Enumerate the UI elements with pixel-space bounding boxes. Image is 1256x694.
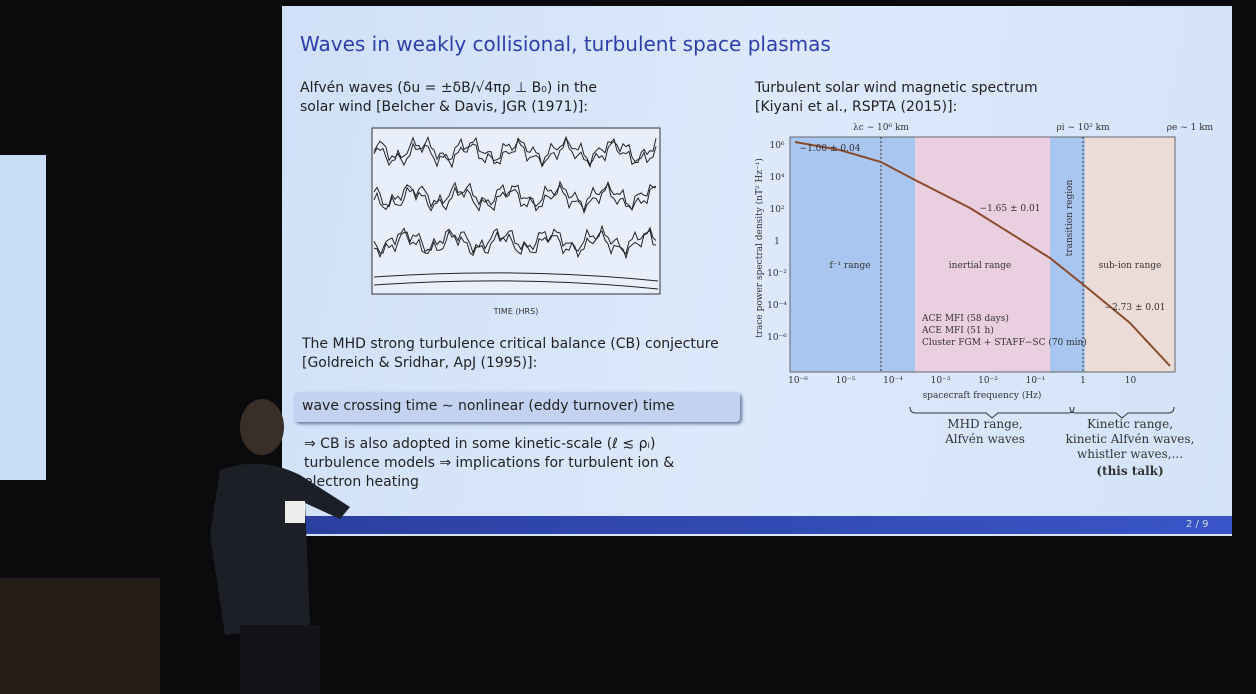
trace — [373, 135, 657, 168]
range-label: Kinetic range, — [1087, 417, 1173, 431]
figure-frame — [371, 127, 661, 295]
range-label: (this talk) — [1096, 464, 1163, 478]
slope-label: −1.00 ± 0.04 — [800, 144, 861, 154]
trace — [373, 180, 657, 215]
caption: [Kiyani et al., RSPTA (2015)]: — [755, 99, 958, 115]
cb-box: wave crossing time ∼ nonlinear (eddy tur… — [294, 392, 740, 422]
cb-text: [Goldreich & Sridhar, ApJ (1995)]: — [302, 355, 538, 371]
range-label: MHD range, — [947, 417, 1022, 431]
x-axis-label: spacecraft frequency (Hz) — [923, 390, 1042, 401]
head — [240, 399, 284, 455]
region — [1085, 137, 1175, 372]
y-axis-label: trace power spectral density (nT² Hz⁻¹) — [754, 158, 765, 338]
badge — [285, 501, 305, 523]
spectrum-figure: λc ∼ 10⁶ km ρi ∼ 10² km ρe ∼ 1 km 10⁶ 10⁴ 10²… — [754, 123, 1214, 478]
region — [915, 137, 1050, 372]
region-label: transition region — [1065, 179, 1075, 256]
range-label: Alfvén waves — [944, 432, 1025, 446]
slope-label: −1.65 ± 0.01 — [980, 204, 1041, 214]
x-tick-label: 10 — [1125, 376, 1137, 386]
y-tick-label: 10⁻⁴ — [767, 301, 787, 311]
range-label: whistler waves,... — [1077, 447, 1183, 461]
legs — [240, 625, 320, 694]
figure-xlabel: TIME (HRS) — [493, 307, 539, 316]
region-label: f⁻¹ range — [829, 261, 870, 271]
slope-label: −2.73 ± 0.01 — [1105, 303, 1166, 313]
trace — [373, 135, 657, 169]
x-tick-label: 10⁻² — [978, 376, 998, 386]
caption: Turbulent solar wind magnetic spectrum — [755, 80, 1038, 96]
region — [1050, 137, 1085, 372]
brace — [909, 406, 1075, 419]
spectrum-curve — [794, 141, 1171, 367]
x-tick-label: 10⁻¹ — [1026, 376, 1046, 386]
trace — [373, 181, 657, 212]
region-label: inertial range — [949, 261, 1011, 271]
legend-entry: Cluster FGM + STAFF−SC (70 min) — [922, 337, 1087, 348]
body — [210, 463, 350, 635]
x-tick-label: 10⁻⁵ — [836, 376, 856, 386]
conclusion: electron heating — [304, 474, 419, 490]
trace — [373, 227, 657, 259]
conclusion: ⇒ CB is also adopted in some kinetic-sca… — [304, 436, 656, 452]
side-screen — [0, 155, 46, 480]
x-tick-label: 10⁻³ — [931, 376, 951, 386]
x-tick-label: 10⁻⁶ — [788, 376, 808, 386]
cb-text: The MHD strong turbulence critical balan… — [302, 336, 719, 352]
region — [790, 137, 915, 372]
scale-label: ρi ∼ 10² km — [1056, 123, 1110, 133]
y-tick-label: 10⁶ — [769, 141, 784, 151]
trace — [373, 224, 657, 260]
brace — [1069, 406, 1175, 419]
trace — [373, 272, 659, 282]
legend-entry: ACE MFI (51 h) — [921, 325, 994, 336]
x-tick-label: 10⁻⁴ — [883, 376, 903, 386]
legend-entry: ACE MFI (58 days) — [921, 313, 1009, 324]
slide-title: Waves in weakly collisional, turbulent s… — [300, 32, 831, 56]
range-label: kinetic Alfvén waves, — [1066, 432, 1195, 446]
plot-frame — [789, 136, 1176, 373]
page-number: 2 / 9 — [1186, 519, 1209, 530]
caption: Alfvén waves (δu = ±δB/√4πρ ⊥ B₀) in the — [300, 80, 597, 96]
y-tick-label: 10⁻² — [767, 269, 787, 279]
y-tick-label: 10⁴ — [769, 173, 784, 183]
scale-label: λc ∼ 10⁶ km — [853, 123, 909, 133]
scale-label: ρe ∼ 1 km — [1167, 123, 1214, 133]
y-tick-label: 1 — [774, 237, 780, 247]
presenter — [210, 399, 350, 694]
y-tick-label: 10⁻⁶ — [767, 333, 787, 343]
x-tick-label: 1 — [1080, 376, 1086, 386]
footer-bar — [282, 516, 1232, 534]
conclusion: turbulence models ⇒ implications for tur… — [304, 455, 675, 471]
alfven-figure: TIME (HRS) — [371, 127, 661, 316]
lectern — [0, 578, 160, 694]
region-label: sub-ion range — [1099, 261, 1162, 271]
trace — [373, 280, 659, 290]
y-tick-label: 10² — [769, 205, 784, 215]
caption: solar wind [Belcher & Davis, JGR (1971)]… — [300, 99, 589, 115]
